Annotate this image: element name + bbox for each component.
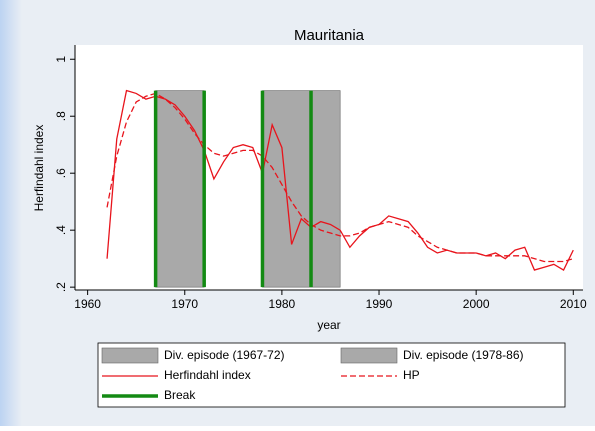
x-tick-label: 2010	[560, 297, 587, 311]
x-tick-label: 2000	[463, 297, 490, 311]
y-tick-label: .8	[54, 111, 68, 121]
series-line	[106, 89, 574, 271]
y-tick-label: 1	[54, 56, 68, 63]
y-tick-label: .6	[54, 168, 68, 178]
episode-band	[155, 90, 205, 288]
legend-label: HP	[403, 368, 420, 382]
y-axis-label: Herfindahl index	[32, 125, 46, 212]
episode-band	[262, 90, 341, 288]
x-tick-label: 1960	[74, 297, 101, 311]
series-line	[106, 92, 574, 263]
legend-label: Herfindahl index	[164, 368, 251, 382]
chart-title: Mauritania	[294, 27, 365, 44]
side-strip	[0, 0, 22, 426]
x-tick-label: 1980	[269, 297, 296, 311]
x-axis-label: year	[317, 318, 340, 332]
legend-box	[97, 342, 566, 408]
x-tick-label: 1970	[171, 297, 198, 311]
legend-label: Div. episode (1967-72)	[164, 348, 285, 362]
y-tick-label: .4	[54, 225, 68, 235]
y-tick-label: .2	[54, 282, 68, 292]
legend-swatch	[101, 347, 159, 364]
legend-label: Break	[164, 388, 196, 402]
legend-swatch	[340, 347, 398, 364]
legend-label: Div. episode (1978-86)	[403, 348, 524, 362]
x-tick-label: 1990	[366, 297, 393, 311]
